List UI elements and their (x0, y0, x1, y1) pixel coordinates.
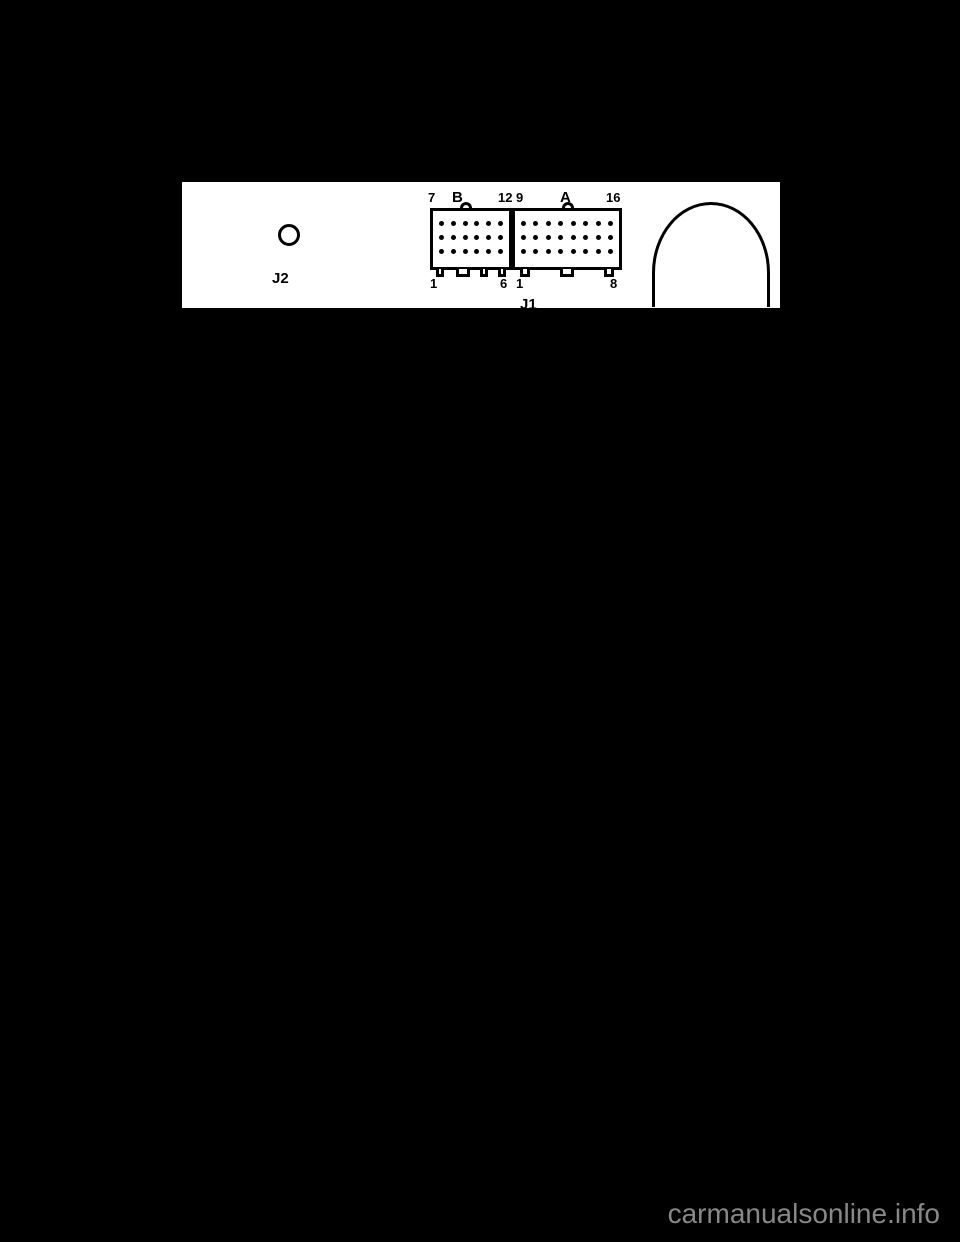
connector-a-pin1: 1 (516, 276, 523, 291)
connector-b-pin-row (433, 221, 509, 226)
connector-b-pin6: 6 (500, 276, 507, 291)
connector-b-pin1: 1 (430, 276, 437, 291)
connector-b-housing (430, 208, 512, 270)
connector-b-pin12: 12 (498, 190, 512, 205)
j2-label: J2 (272, 270, 289, 287)
j2-connector-circle (278, 224, 300, 246)
connector-a-label: A (560, 189, 571, 206)
connector-a-pin16: 16 (606, 190, 620, 205)
connector-a-housing (512, 208, 622, 270)
connector-a-pin-row (515, 235, 619, 240)
j1-label: J1 (520, 296, 537, 313)
watermark-text: carmanualsonline.info (668, 1198, 940, 1230)
connector-b-pin7: 7 (428, 190, 435, 205)
connector-b-label: B (452, 189, 463, 206)
connector-b-pin-row (433, 249, 509, 254)
connector-a-pin-row (515, 221, 619, 226)
connector-a-pin-row (515, 249, 619, 254)
connector-a-pin9: 9 (516, 190, 523, 205)
connector-a-pin8: 8 (610, 276, 617, 291)
connector-b-pin-row (433, 235, 509, 240)
